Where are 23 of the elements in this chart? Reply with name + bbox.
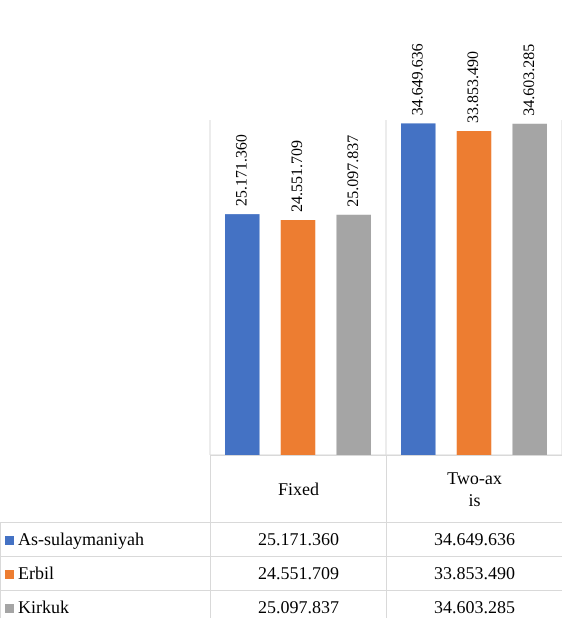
data-label: 34.649.636: [386, 522, 562, 556]
data-label: 25.097.837: [210, 590, 386, 618]
legend-label: Erbil: [18, 563, 54, 583]
bar: [512, 124, 548, 455]
bar: [224, 214, 260, 455]
data-label: 25.171.360: [210, 522, 386, 556]
text: 24.551.709: [289, 140, 306, 212]
data-label: 34.603.285: [386, 590, 562, 618]
text: 34.649.636: [409, 43, 426, 116]
legend-label: Kirkuk: [18, 597, 69, 617]
legend-label: As-sulaymaniyah: [18, 529, 144, 549]
x-tick-label: Two-axis: [386, 456, 562, 522]
text: 25.097.837: [344, 134, 362, 207]
bar: [456, 130, 492, 455]
bar: [400, 123, 436, 455]
bar: [336, 214, 372, 455]
data-label: 24.551.709: [210, 556, 386, 590]
text: 25.171.360: [233, 134, 250, 206]
x-tick-label: Fixed: [210, 456, 386, 522]
text: 33.853.490: [465, 50, 482, 123]
data-label: 33.853.490: [386, 556, 562, 590]
bar: [280, 220, 316, 455]
text: 34.603.285: [520, 44, 538, 116]
